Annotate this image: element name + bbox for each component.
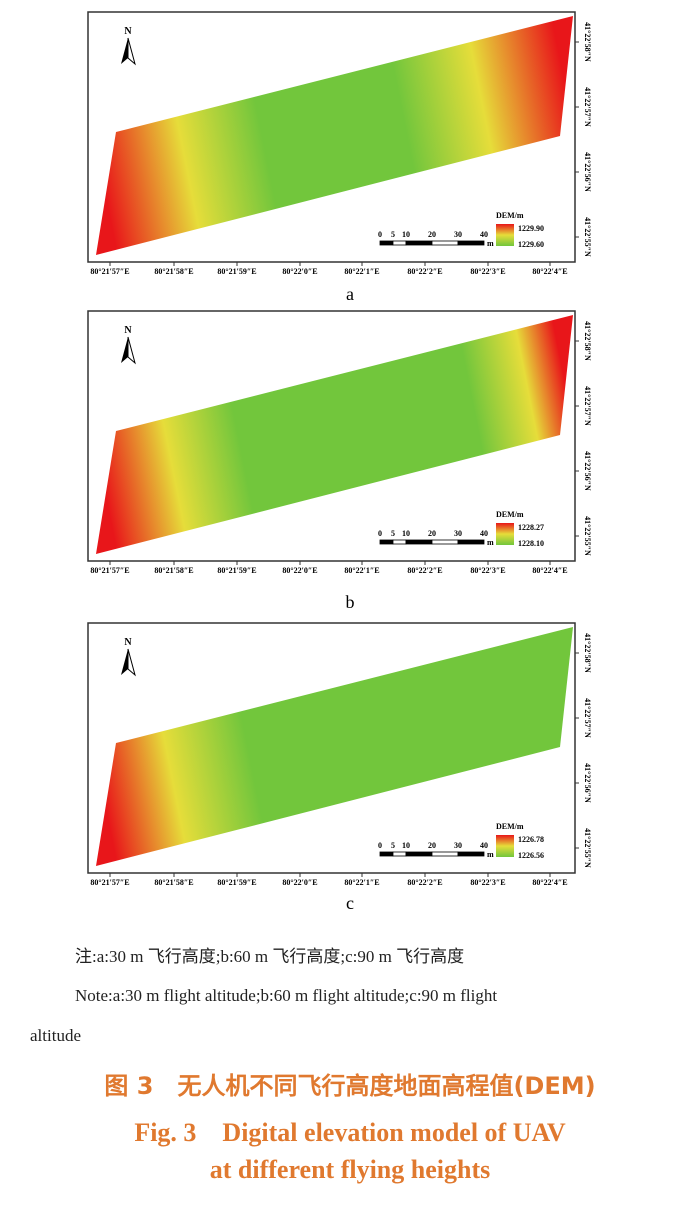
scale-tick-label: 5 [391, 230, 395, 239]
longitude-tick-label: 80°22′3″E [470, 878, 505, 887]
longitude-tick-label: 80°21′59″E [217, 878, 256, 887]
latitude-tick-label: 41°22′57″N [583, 386, 592, 426]
longitude-tick-label: 80°22′2″E [407, 878, 442, 887]
longitude-tick-label: 80°22′2″E [407, 566, 442, 575]
scale-tick-label: 40 [480, 841, 488, 850]
latitude-tick-label: 41°22′56″N [583, 152, 592, 192]
longitude-tick-label: 80°22′0″E [282, 878, 317, 887]
latitude-tick-label: 41°22′55″N [583, 217, 592, 257]
longitude-tick-label: 80°22′4″E [532, 566, 567, 575]
scale-tick-label: 20 [428, 230, 436, 239]
longitude-tick-label: 80°21′58″E [154, 566, 193, 575]
north-arrow-icon: N [121, 26, 136, 66]
dem-surface [96, 315, 573, 554]
dem-surface [96, 627, 573, 866]
legend-max-value: 1228.27 [518, 523, 544, 532]
longitude-tick-label: 80°22′4″E [532, 267, 567, 276]
north-label: N [124, 26, 132, 37]
longitude-tick-label: 80°22′1″E [344, 566, 379, 575]
north-label: N [124, 637, 132, 648]
legend-min-value: 1228.10 [518, 539, 544, 548]
longitude-tick-label: 80°21′59″E [217, 566, 256, 575]
longitude-tick-label: 80°21′58″E [154, 267, 193, 276]
scale-bar: 0 5 10 20 30 40m [378, 529, 494, 547]
scale-unit: m [487, 239, 494, 248]
longitude-tick-label: 80°22′3″E [470, 267, 505, 276]
scale-tick-label: 0 [378, 230, 382, 239]
dem-legend: DEM/m 1228.27 1228.10 [496, 510, 544, 548]
longitude-tick-label: 80°21′59″E [217, 267, 256, 276]
north-arrow-icon: N [121, 325, 136, 365]
legend-title: DEM/m [496, 211, 524, 220]
longitude-tick-label: 80°22′3″E [470, 566, 505, 575]
dem-map-svg: N 0 5 10 20 30 40m DEM/m 1226.78 1226.56 80°21′57″… [87, 622, 592, 887]
longitude-tick-label: 80°22′0″E [282, 566, 317, 575]
latitude-tick-label: 41°22′56″N [583, 763, 592, 803]
latitude-tick-label: 41°22′58″N [583, 321, 592, 361]
scale-tick-label: 10 [402, 841, 410, 850]
longitude-tick-label: 80°22′0″E [282, 267, 317, 276]
longitude-tick-label: 80°22′2″E [407, 267, 442, 276]
legend-title: DEM/m [496, 822, 524, 831]
scale-tick-label: 20 [428, 841, 436, 850]
dem-map-panel-a: N 0 5 10 20 30 40 m DEM/m 1229.90 1229.60 80°21′57″… [87, 11, 592, 276]
scale-tick-label: 30 [454, 230, 462, 239]
note-chinese: 注:a:30 m 飞行高度;b:60 m 飞行高度;c:90 m 飞行高度 [75, 947, 465, 966]
dem-map-svg: N 0 5 10 20 30 40m DEM/m 1228.27 1228.10 80°21′57″… [87, 310, 592, 575]
longitude-tick-label: 80°21′57″E [90, 878, 129, 887]
note-english-line1: Note:a:30 m flight altitude;b:60 m fligh… [75, 986, 498, 1005]
scale-tick-label: 5 [391, 529, 395, 538]
longitude-tick-label: 80°21′58″E [154, 878, 193, 887]
dem-map-svg: N 0 5 10 20 30 40m DEM/m 1229.90 1229.60 80°21′57″… [87, 11, 592, 276]
scale-tick-label: 10 [402, 529, 410, 538]
dem-surface [96, 16, 573, 255]
note-english-line2: altitude [30, 1026, 81, 1045]
scale-tick-label: 10 [402, 230, 410, 239]
longitude-tick-label: 80°22′1″E [344, 878, 379, 887]
scale-tick-label: 5 [391, 841, 395, 850]
legend-max-value: 1229.90 [518, 224, 544, 233]
dem-legend: DEM/m 1226.78 1226.56 [496, 822, 544, 860]
latitude-tick-label: 41°22′57″N [583, 87, 592, 127]
panel-label-a: a [346, 284, 354, 304]
legend-min-value: 1226.56 [518, 851, 544, 860]
longitude-tick-label: 80°22′4″E [532, 878, 567, 887]
legend-min-value: 1229.60 [518, 240, 544, 249]
scale-tick-label: 20 [428, 529, 436, 538]
scale-bar: 0 5 10 20 30 40m [378, 841, 494, 859]
latitude-tick-label: 41°22′58″N [583, 22, 592, 62]
latitude-tick-label: 41°22′57″N [583, 698, 592, 738]
scale-bar: 0 5 10 20 30 40m [378, 230, 494, 248]
scale-tick-label: 30 [454, 529, 462, 538]
longitude-tick-label: 80°21′57″E [90, 566, 129, 575]
north-label: N [124, 325, 132, 336]
scale-unit: m [487, 850, 494, 859]
scale-tick-label: 0 [378, 841, 382, 850]
panel-label-b: b [345, 592, 355, 612]
latitude-tick-label: 41°22′56″N [583, 451, 592, 491]
dem-legend: DEM/m 1229.90 1229.60 [496, 211, 544, 249]
latitude-tick-label: 41°22′58″N [583, 633, 592, 673]
latitude-tick-label: 41°22′55″N [583, 828, 592, 868]
scale-tick-label: 0 [378, 529, 382, 538]
north-arrow-icon: N [121, 637, 136, 677]
panel-label-c: c [346, 893, 354, 913]
scale-tick-label: 30 [454, 841, 462, 850]
scale-tick-label: 40 [480, 230, 488, 239]
caption-english-line2: at different flying heights [209, 1155, 491, 1184]
caption-english-line1: Fig. 3 Digital elevation model of UAV [134, 1118, 566, 1147]
longitude-tick-label: 80°22′1″E [344, 267, 379, 276]
dem-map-panel-c: N 0 5 10 20 30 40 m DEM/m 1226.78 1226.56 80°21′57″… [87, 622, 592, 887]
longitude-tick-label: 80°21′57″E [90, 267, 129, 276]
legend-max-value: 1226.78 [518, 835, 544, 844]
scale-unit: m [487, 538, 494, 547]
dem-map-panel-b: N 0 5 10 20 30 40 m DEM/m 1228.27 1228.10 80°21′57″… [87, 310, 592, 575]
scale-tick-label: 40 [480, 529, 488, 538]
caption-chinese: 图 3 无人机不同飞行高度地面高程值(DEM) [104, 1072, 596, 1100]
latitude-tick-label: 41°22′55″N [583, 516, 592, 556]
legend-title: DEM/m [496, 510, 524, 519]
